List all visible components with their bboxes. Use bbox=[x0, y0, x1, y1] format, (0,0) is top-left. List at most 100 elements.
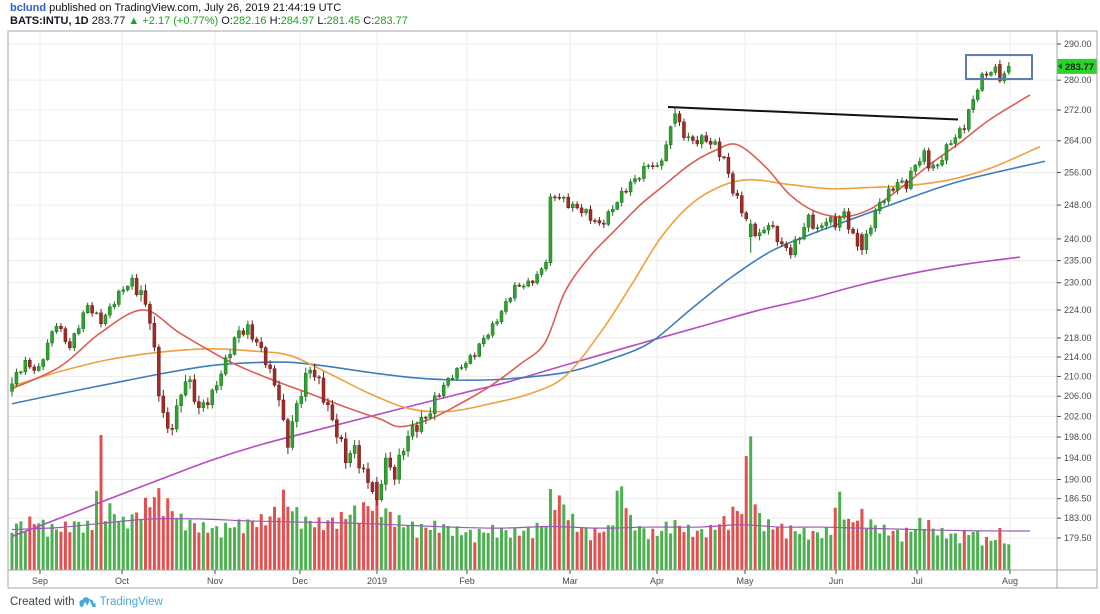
volume-bar bbox=[922, 528, 926, 570]
volume-bar bbox=[544, 526, 548, 570]
volume-bar bbox=[918, 517, 922, 570]
volume-bar bbox=[575, 531, 579, 570]
volume-bar bbox=[90, 530, 94, 570]
time-axis[interactable]: Sep Oct Nov Dec 2019 Feb Mar Apr May Jun Jul Aug bbox=[32, 570, 1018, 586]
candle bbox=[615, 202, 619, 210]
volume-bar bbox=[500, 528, 503, 570]
price-tick-label: 264.00 bbox=[1064, 136, 1092, 146]
candle bbox=[206, 402, 210, 405]
price-axis[interactable]: 290.00 280.00 272.00 264.00 256.00 248.00 240.… bbox=[1057, 39, 1092, 543]
volume-bar bbox=[869, 519, 873, 570]
volume-bar bbox=[210, 528, 214, 570]
volume-bar bbox=[384, 508, 388, 570]
volume-bar bbox=[678, 525, 681, 570]
volume-bar bbox=[931, 528, 935, 570]
author-link[interactable]: bclund bbox=[10, 2, 47, 14]
candle bbox=[134, 277, 139, 295]
volume-bar bbox=[744, 456, 748, 570]
candle bbox=[882, 200, 886, 203]
volume-bar bbox=[370, 510, 374, 570]
volume-bar bbox=[642, 528, 646, 570]
volume-bar bbox=[157, 488, 161, 570]
candle bbox=[891, 188, 895, 191]
candle bbox=[673, 113, 677, 124]
volume-bar bbox=[152, 497, 156, 570]
volume-bar bbox=[940, 527, 944, 570]
price-tick-label: 248.00 bbox=[1064, 200, 1092, 210]
candle bbox=[771, 225, 775, 227]
price-tick-label: 224.00 bbox=[1064, 305, 1092, 315]
symbol-name[interactable]: BATS:INTU, 1D bbox=[10, 15, 89, 27]
candle bbox=[851, 229, 855, 234]
volume-ma-line bbox=[11, 517, 1031, 532]
time-tick-label: May bbox=[736, 576, 754, 586]
volume-bar bbox=[268, 516, 272, 570]
volume-bar bbox=[811, 531, 815, 570]
volume-bar bbox=[406, 525, 410, 570]
volume-bar bbox=[304, 516, 308, 570]
volume-bar bbox=[780, 523, 784, 570]
volume-bar bbox=[175, 517, 179, 570]
volume-bar bbox=[802, 528, 806, 570]
volume-bar bbox=[531, 538, 535, 570]
tradingview-brand-link[interactable]: TradingView bbox=[99, 595, 163, 608]
volume-bar bbox=[976, 530, 980, 570]
candle bbox=[593, 220, 597, 222]
candle bbox=[77, 328, 81, 334]
volume-bar bbox=[891, 531, 895, 570]
candle bbox=[450, 377, 455, 380]
grid bbox=[8, 31, 1057, 570]
volume-bar bbox=[63, 521, 67, 570]
candle bbox=[103, 314, 108, 325]
volume-bar bbox=[691, 536, 695, 570]
candle bbox=[780, 241, 784, 245]
candle bbox=[820, 225, 824, 228]
volume-bar bbox=[428, 529, 432, 570]
candle bbox=[459, 367, 464, 369]
candle bbox=[944, 144, 949, 161]
volume-bar bbox=[322, 530, 325, 570]
trendline-drawing[interactable] bbox=[667, 105, 959, 121]
candle bbox=[958, 128, 962, 138]
volume-bar bbox=[273, 506, 277, 570]
volume-bar bbox=[815, 532, 819, 570]
candle bbox=[815, 227, 820, 229]
volume-bar bbox=[117, 521, 121, 570]
volume-bar bbox=[495, 537, 499, 570]
price-tick-label: 272.00 bbox=[1064, 105, 1092, 115]
candle bbox=[606, 211, 611, 225]
volume-bar bbox=[847, 518, 851, 570]
volume-bar bbox=[566, 520, 570, 570]
volume-bar bbox=[491, 524, 495, 570]
ma-50-line bbox=[11, 145, 1041, 413]
price-tick-label: 214.00 bbox=[1064, 352, 1092, 362]
volume-bar bbox=[59, 531, 63, 570]
price-tick-label: 256.00 bbox=[1064, 167, 1092, 177]
candle bbox=[19, 371, 23, 374]
volume-bar bbox=[419, 524, 423, 570]
time-tick-label: 2019 bbox=[367, 576, 387, 586]
volume-bar bbox=[459, 535, 463, 570]
candle bbox=[940, 159, 944, 166]
high-label: H: bbox=[269, 15, 281, 27]
volume-bar bbox=[522, 530, 526, 570]
volume-bar bbox=[927, 520, 931, 570]
candle bbox=[286, 419, 290, 448]
candle bbox=[161, 395, 166, 413]
volume-bar bbox=[335, 528, 339, 570]
candlestick-series bbox=[10, 60, 1011, 506]
volume-bar bbox=[206, 532, 210, 570]
breakout-box-drawing[interactable] bbox=[965, 54, 1033, 81]
candle bbox=[522, 285, 526, 288]
volume-bar bbox=[651, 528, 655, 570]
volume-bar bbox=[241, 533, 245, 570]
candle bbox=[931, 164, 935, 169]
price-tick-label: 179.50 bbox=[1064, 533, 1092, 543]
volume-bar bbox=[718, 524, 722, 570]
candle bbox=[121, 289, 125, 292]
candle bbox=[695, 140, 700, 145]
candle bbox=[59, 325, 63, 329]
candle bbox=[192, 379, 197, 402]
candle bbox=[740, 195, 744, 214]
